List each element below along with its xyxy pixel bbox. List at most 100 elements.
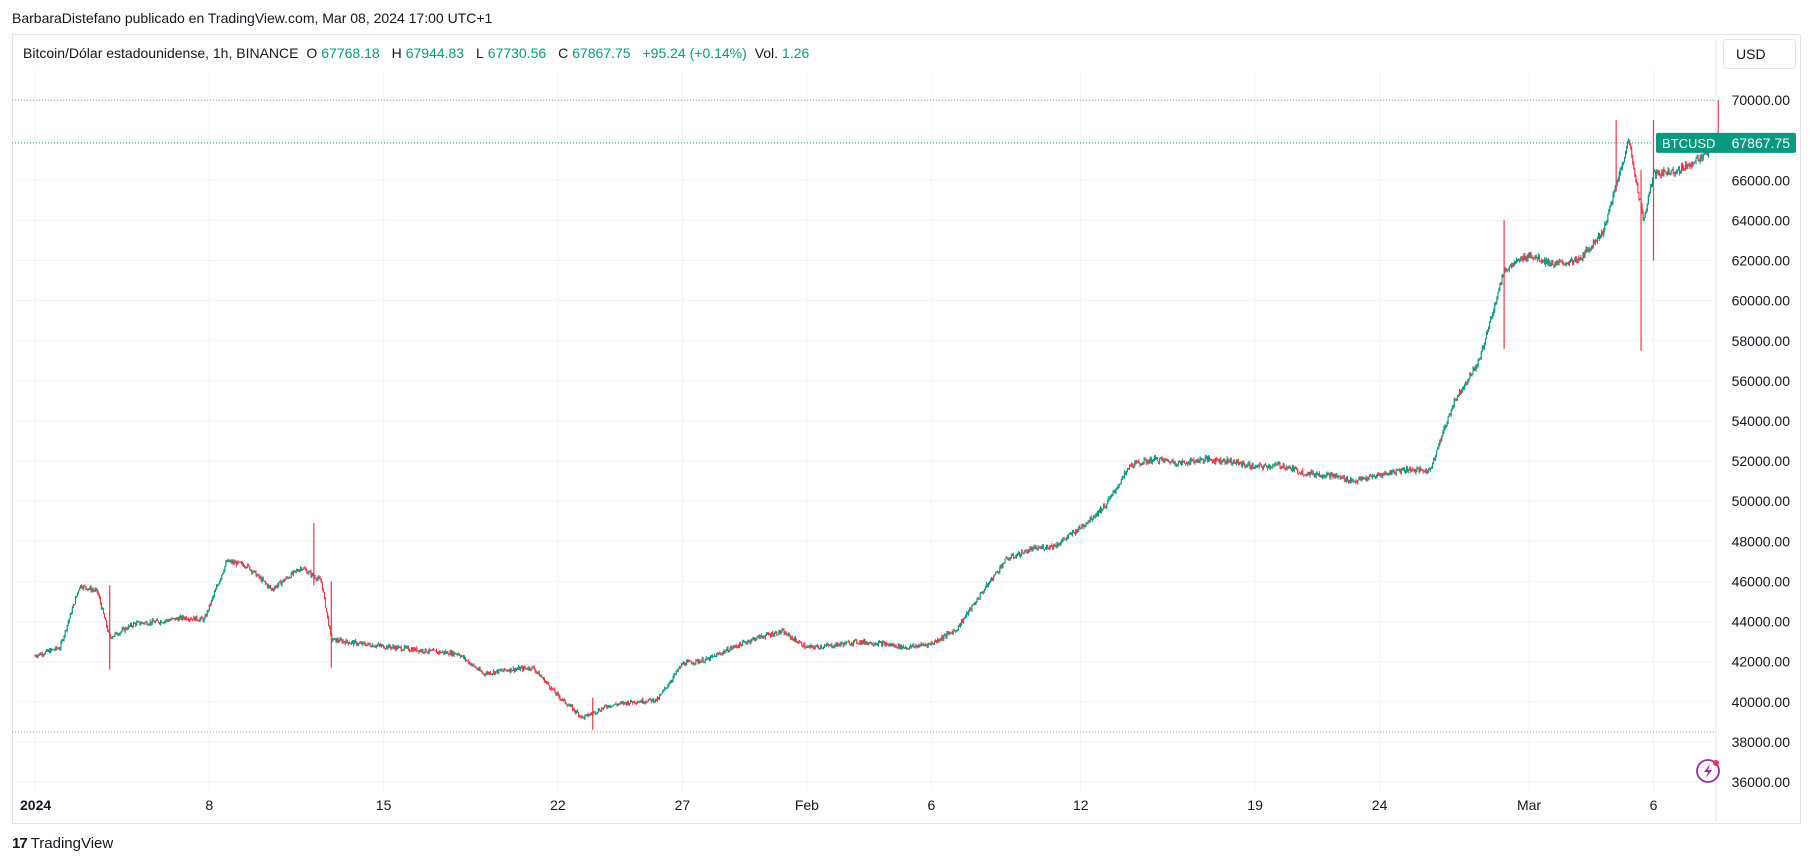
candle-body [1004, 558, 1006, 564]
candle-body [1389, 471, 1391, 474]
candle-body [951, 632, 953, 634]
candle-body [69, 613, 71, 619]
candle-body [397, 646, 399, 649]
candle-body [140, 623, 142, 625]
candle-body [330, 627, 332, 635]
brand-name[interactable]: TradingView [30, 835, 114, 852]
candle-body [1646, 203, 1648, 211]
currency-button[interactable]: USD [1723, 39, 1796, 69]
candle-body [769, 634, 771, 636]
candle-body [1155, 456, 1156, 459]
chart-frame[interactable] [12, 34, 1801, 824]
candle-body [898, 644, 900, 649]
candle-body [880, 641, 882, 643]
candle-body [1224, 459, 1226, 463]
candle-body [1170, 461, 1172, 464]
candle-body [312, 573, 314, 576]
candle-body [1518, 258, 1520, 260]
candle-body [305, 569, 307, 571]
candle-body [788, 633, 790, 636]
candle-body [162, 622, 164, 624]
candle-body [1087, 520, 1089, 523]
candle-body [1609, 206, 1611, 210]
candle-body [228, 559, 230, 562]
candle-body [1228, 460, 1230, 462]
candle-body [1523, 255, 1525, 261]
candle-body [827, 644, 829, 646]
candle-body [73, 604, 75, 606]
candle-body [727, 648, 729, 652]
candle-body [1070, 533, 1072, 535]
candle-body [659, 695, 661, 699]
candle-body [860, 641, 862, 644]
candle-body [212, 595, 214, 598]
candle-body [1510, 264, 1512, 267]
candle-body [1032, 547, 1034, 551]
last-price-tag: BTCUSD 67867.75 [1656, 132, 1796, 153]
candle-body [1152, 458, 1154, 462]
candle-body [1353, 480, 1355, 482]
candle-body [1621, 162, 1623, 168]
candle-body [1175, 464, 1177, 466]
candle-body [759, 635, 761, 639]
candle-body [231, 560, 233, 564]
candle-body [1577, 258, 1579, 262]
candle-body [175, 617, 177, 620]
candle-body [1033, 546, 1035, 548]
candle-body [886, 643, 888, 646]
candle-body [1311, 471, 1313, 475]
candle-body [1248, 463, 1250, 465]
candle-body [538, 671, 540, 677]
candle-body [912, 645, 914, 647]
candle-body [654, 698, 656, 702]
candle-body [113, 635, 115, 637]
candle-body [493, 671, 495, 674]
candle-body [1386, 472, 1388, 476]
candle-body [1124, 472, 1126, 474]
candle-body [120, 631, 122, 633]
candle-body [1424, 469, 1426, 472]
candle-body [636, 702, 638, 704]
candle-body [646, 702, 648, 704]
candle-body [669, 682, 671, 685]
candle-body [159, 622, 160, 624]
candle-body [1139, 462, 1141, 465]
candle-body [800, 641, 802, 643]
candle-body [1031, 548, 1033, 551]
candle-body [1262, 466, 1264, 469]
candle-body [735, 645, 737, 647]
candle-body [217, 585, 219, 587]
candle-body [1460, 390, 1462, 394]
candle-body [853, 640, 855, 645]
candle-body [569, 705, 571, 707]
tradingview-logo-icon[interactable]: 17 [12, 835, 28, 852]
candle-body [401, 650, 403, 652]
candle-body [651, 698, 653, 702]
candle-body [1634, 168, 1636, 176]
candle-body [1369, 475, 1371, 477]
candle-body [966, 612, 968, 616]
bolt-icon[interactable] [1696, 759, 1720, 783]
candle-body [687, 660, 689, 662]
candle-body [459, 655, 461, 657]
candle-body [1539, 260, 1541, 262]
candle-body [1397, 469, 1399, 471]
candle-body [1230, 458, 1232, 464]
candle-body [1484, 338, 1486, 343]
candle-body [161, 621, 163, 624]
candle-body [1242, 461, 1244, 466]
candle-body [1120, 479, 1122, 484]
candle-body [1067, 534, 1069, 537]
candle-body [1698, 161, 1700, 163]
candle-body [1058, 544, 1060, 546]
candle-body [677, 668, 679, 672]
candle-body [511, 670, 513, 672]
candle-body [667, 685, 669, 688]
symbol-legend: Bitcoin/Dólar estadounidense, 1h, BINANC… [23, 45, 817, 61]
candle-body [1253, 467, 1255, 469]
candle-body [1551, 261, 1553, 265]
candle-body [1489, 322, 1491, 328]
candle-body [343, 641, 345, 643]
candle-body [603, 707, 605, 709]
